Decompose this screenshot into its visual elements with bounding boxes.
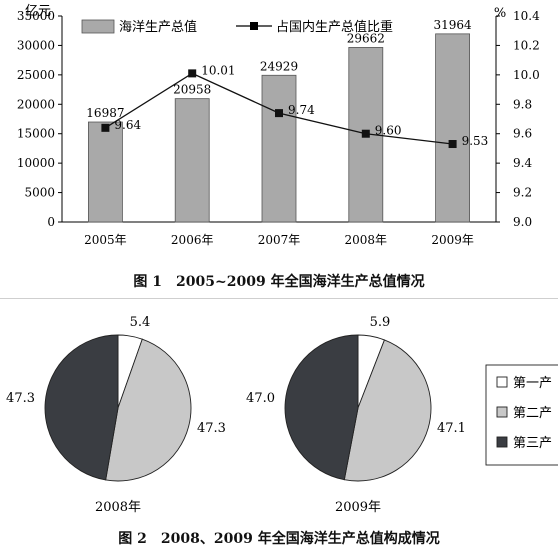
right-axis-tick-label: 9.4 [513, 156, 532, 170]
bar-2006年 [174, 98, 210, 223]
left-axis-tick-label: 30000 [17, 38, 55, 52]
pie-year-label: 2008年 [95, 500, 141, 515]
pie-slice-label: 5.4 [130, 315, 151, 330]
figure2-caption: 图 2 2008、2009 年全国海洋生产总值构成情况 [118, 531, 440, 547]
right-axis-tick-label: 10.0 [513, 68, 540, 82]
pie-slice-label: 5.9 [370, 315, 391, 330]
legend-label-3: 第三产 [513, 436, 552, 451]
pie-year-label: 2009年 [335, 500, 381, 515]
x-tick-label: 2005年 [84, 233, 127, 247]
line-point-marker [448, 140, 457, 149]
bar-data-label: 24929 [260, 59, 298, 73]
bar-data-label: 31964 [434, 18, 473, 32]
legend-label-line: 占国内生产总值比重 [276, 19, 393, 35]
bar-2007年 [261, 74, 297, 223]
x-tick-label: 2009年 [431, 233, 474, 247]
legend-swatch-1 [496, 376, 508, 388]
line-data-label: 10.01 [201, 63, 235, 77]
right-axis-tick-label: 10.2 [513, 38, 540, 52]
left-axis-tick-label: 25000 [17, 68, 55, 82]
line-data-label: 9.60 [375, 124, 402, 138]
bar-2009年 [435, 33, 471, 223]
x-tick-label: 2007年 [258, 233, 301, 247]
legend-label-1: 第一产 [513, 376, 552, 391]
bar-data-label: 29662 [347, 31, 385, 45]
right-axis-tick-label: 10.4 [513, 9, 540, 23]
pie-slice-label: 47.1 [437, 421, 466, 436]
line-data-label: 9.53 [462, 134, 489, 148]
legend-swatch-2 [496, 406, 508, 418]
legend-swatch-marker [250, 22, 258, 30]
bar-data-label: 20958 [173, 83, 211, 97]
right-axis-tick-label: 9.8 [513, 97, 532, 111]
left-axis-tick-label: 15000 [17, 127, 55, 141]
left-axis-tick-label: 0 [47, 215, 55, 229]
line-point-marker [275, 109, 283, 118]
left-axis-tick-label: 35000 [17, 9, 55, 23]
left-axis-tick-label: 20000 [17, 97, 55, 111]
bar-data-label: 16987 [86, 106, 124, 120]
x-tick-label: 2006年 [171, 233, 214, 247]
figure2-pie-charts: 5.4 47.3 47.3 2008年 5.9 47.1 47.0 2009年 第一产第二产第三… [6, 315, 558, 515]
line-data-label: 9.74 [288, 103, 315, 117]
pie-slice-label: 47.3 [197, 421, 226, 436]
line-point-marker [188, 69, 197, 78]
pie-slice-3 [284, 334, 359, 481]
legend-swatch-3 [496, 436, 508, 448]
right-axis-tick-label: 9.0 [513, 215, 532, 229]
right-axis-unit: % [494, 6, 506, 21]
line-point-marker [101, 123, 110, 132]
pie-slice-3 [44, 334, 119, 481]
right-axis-tick-label: 9.2 [513, 186, 532, 200]
legend-swatch-bar [81, 19, 115, 34]
bar-2005年 [88, 121, 123, 223]
left-axis-tick-label: 5000 [24, 186, 55, 200]
line-point-marker [361, 129, 370, 138]
figure1-caption: 图 1 2005~2009 年全国海洋生产总值情况 [133, 274, 425, 290]
left-axis-unit: 亿元 [25, 4, 51, 19]
legend-label-bar: 海洋生产总值 [119, 19, 197, 35]
pie-slice-label: 47.0 [246, 391, 275, 406]
left-axis-tick-label: 10000 [17, 156, 55, 170]
figure-divider [0, 298, 558, 299]
legend-label-2: 第二产 [513, 406, 552, 421]
pie-slice-2 [105, 338, 192, 482]
right-axis-tick-label: 9.6 [513, 127, 532, 141]
pie-slice-2 [343, 339, 432, 482]
pie-slice-label: 47.3 [6, 391, 35, 406]
line-data-label: 9.64 [114, 118, 141, 132]
x-tick-label: 2008年 [345, 233, 388, 247]
